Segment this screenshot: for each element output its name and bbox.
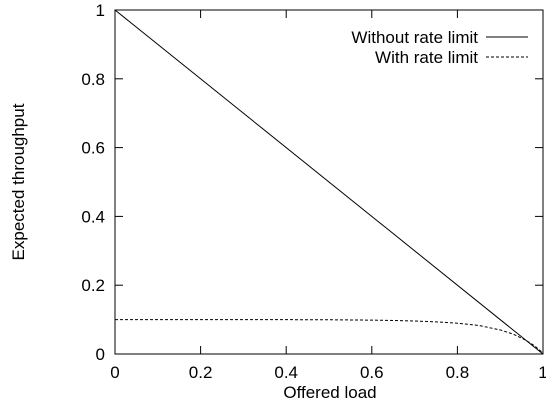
x-tick-label: 0 <box>110 363 119 382</box>
series-layer <box>114 9 544 355</box>
x-tick-label: 0.4 <box>274 363 298 382</box>
y-axis: 0 0.2 0.4 0.6 0.8 1 <box>81 1 543 364</box>
series-line-0 <box>114 9 544 355</box>
legend-label-1: With rate limit <box>375 48 478 67</box>
legend-label-0: Without rate limit <box>351 28 478 47</box>
x-tick-label: 0.8 <box>446 363 470 382</box>
y-axis-title: Expected throughput <box>9 103 28 260</box>
plot-border <box>114 9 544 355</box>
x-axis: 0 0.2 0.4 0.6 0.8 1 <box>110 10 546 382</box>
y-tick-label: 0 <box>96 345 105 364</box>
y-tick-label: 1 <box>96 1 105 20</box>
y-tick-label: 0.6 <box>81 139 105 158</box>
x-tick-label: 0.2 <box>189 363 213 382</box>
x-axis-title: Offered load <box>283 383 376 402</box>
x-tick-label: 1 <box>538 363 546 382</box>
y-tick-label: 0.2 <box>81 276 105 295</box>
plot-frame <box>114 9 544 355</box>
series-line-1 <box>115 319 544 354</box>
x-tick-label: 0.6 <box>360 363 384 382</box>
y-tick-label: 0.8 <box>81 70 105 89</box>
y-tick-label: 0.4 <box>81 207 105 226</box>
